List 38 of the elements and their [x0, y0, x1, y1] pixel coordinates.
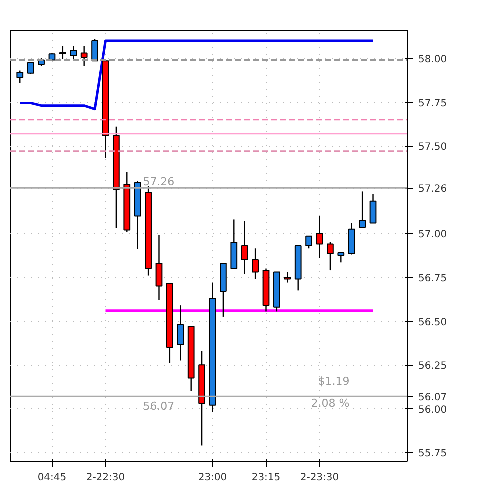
- y-tick-label: 56.00: [418, 404, 448, 416]
- y-tick-label: 57.00: [418, 230, 448, 241]
- y-tick-label: 58.00: [418, 54, 448, 66]
- candlestick: [359, 191, 366, 228]
- x-tick-label: 2-23:30: [300, 472, 340, 484]
- candlestick: [16, 70, 24, 84]
- y-tick-label: 56.50: [418, 317, 448, 328]
- y-tick-label: 55.75: [418, 448, 448, 460]
- y-tick-label: 56.75: [418, 274, 448, 285]
- candlestick: [177, 304, 184, 362]
- candlestick: [92, 38, 98, 62]
- ref-line-label: 57.26: [418, 184, 448, 196]
- candlestick: [241, 220, 248, 275]
- x-tick-label: 2-22:30: [86, 472, 126, 484]
- candlestick: [156, 234, 163, 301]
- candlestick: [27, 61, 34, 75]
- candlestick: [252, 248, 259, 280]
- y-tick-label: 57.75: [418, 98, 448, 110]
- candlestick: [59, 46, 66, 60]
- annotation: 57.26: [143, 176, 175, 189]
- line-series: [18, 40, 375, 111]
- candlestick: [316, 216, 324, 259]
- annotation: 2.08 %: [311, 396, 350, 410]
- candlestick: [338, 252, 345, 264]
- ref-line-label: 56.07: [418, 392, 448, 404]
- x-tick-label: 23:00: [198, 472, 228, 484]
- candlestick: [327, 242, 334, 272]
- annotation: $1.19: [318, 375, 350, 388]
- candlestick: [370, 194, 377, 224]
- candlestick: [80, 46, 88, 68]
- annotation: 56.07: [143, 400, 175, 413]
- candlestick: [306, 236, 312, 250]
- x-tick-label: 04:45: [38, 472, 67, 484]
- y-tick-label: 56.25: [418, 361, 448, 372]
- y-tick-label: 57.50: [418, 142, 448, 154]
- candlestick: [70, 46, 78, 60]
- x-tick-label: 23:15: [252, 472, 281, 484]
- candlestick: [284, 272, 292, 284]
